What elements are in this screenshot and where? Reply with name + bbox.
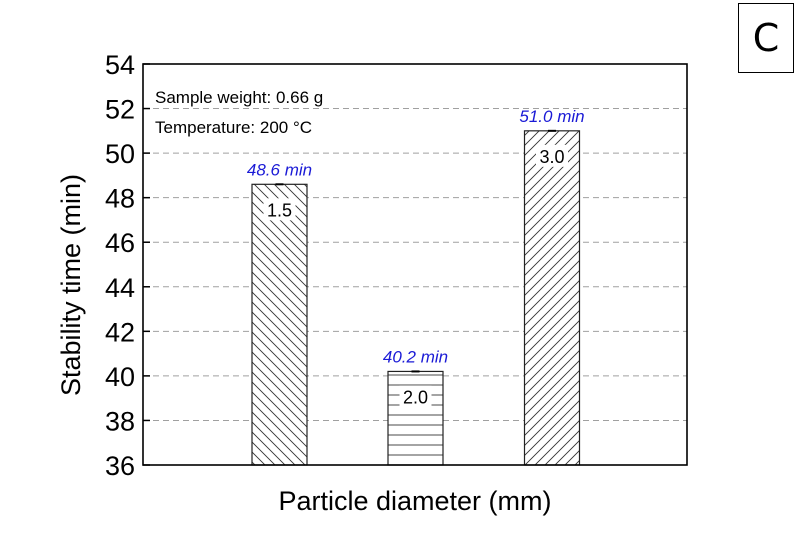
- x-axis-label: Particle diameter (mm): [278, 486, 551, 516]
- y-tick-label: 50: [105, 139, 135, 169]
- y-tick-labels: 36 38 40 42 44 46 48 50 52 54: [105, 50, 135, 481]
- y-tick-label: 52: [105, 95, 135, 125]
- category-label-bg: [263, 198, 296, 221]
- y-tick-label: 36: [105, 451, 135, 481]
- bar-rect: [251, 183, 308, 466]
- annotation-sample-weight: Sample weight: 0.66 g: [155, 88, 323, 107]
- gridlines: [143, 108, 687, 421]
- y-axis-ticks: [143, 63, 150, 466]
- category-label-bg: [536, 144, 568, 167]
- y-tick-label: 44: [105, 273, 135, 303]
- y-tick-label: 40: [105, 362, 135, 392]
- value-label: 40.2 min: [383, 347, 448, 366]
- bar-rect: [523, 130, 581, 466]
- y-tick-label: 38: [105, 406, 135, 436]
- value-label: 51.0 min: [519, 107, 584, 126]
- annotation-temperature: Temperature: 200 °C: [155, 118, 312, 137]
- category-label-bg: [399, 385, 432, 408]
- bar-2.0: 2.0 40.2 min: [383, 347, 448, 466]
- bar-3.0: 3.0 51.0 min: [519, 107, 585, 466]
- category-label: 1.5: [267, 200, 292, 220]
- y-axis-label: Stability time (min): [56, 174, 86, 396]
- y-tick-label: 46: [105, 228, 135, 258]
- plot-frame: [142, 63, 688, 466]
- category-label: 2.0: [403, 387, 428, 407]
- category-label: 3.0: [539, 147, 564, 167]
- value-label: 48.6 min: [247, 160, 312, 179]
- y-tick-label: 54: [105, 50, 135, 80]
- bar-1.5: 1.5 48.6 min: [247, 160, 312, 466]
- y-tick-label: 42: [105, 317, 135, 347]
- panel-label: C: [738, 3, 794, 73]
- y-tick-label: 48: [105, 184, 135, 214]
- bars: 1.5 48.6 min 2.0 40.2 min 3.0 51.0 min: [247, 107, 585, 466]
